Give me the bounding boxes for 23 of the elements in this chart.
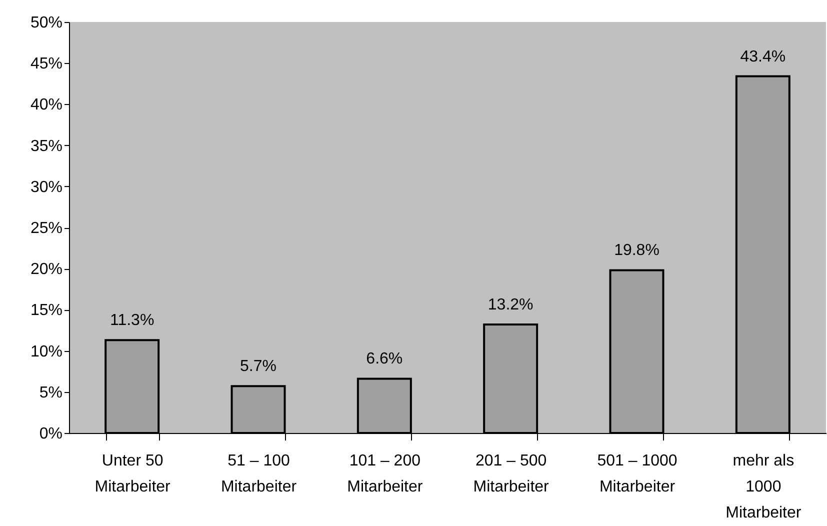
y-tick-label: 45%: [30, 56, 62, 73]
x-tick-label: 201 – 500 Mitarbeiter: [473, 452, 550, 496]
x-tick-label: 51 – 100 Mitarbeiter: [220, 452, 298, 496]
y-tick-label: 25%: [30, 220, 62, 237]
data-label: 6.6%: [366, 350, 403, 368]
y-tick-label: 15%: [30, 302, 62, 320]
y-tick-label: 10%: [30, 343, 62, 360]
x-tick-label: 501 – 1000 Mitarbeiter: [597, 452, 678, 496]
data-label: 19.8%: [614, 242, 660, 260]
y-tick-label: 20%: [30, 261, 62, 278]
data-label: 5.7%: [240, 358, 276, 376]
data-label: 11.3%: [110, 312, 154, 330]
x-tick-label: mehr als 1000 Mitarbeiter: [726, 452, 802, 522]
y-tick-label: 5%: [39, 384, 62, 402]
x-tick-label: 101 – 200 Mitarbeiter: [347, 452, 424, 496]
y-tick-label: 50%: [30, 14, 62, 32]
y-tick-label: 35%: [30, 138, 62, 155]
x-tick-label: Unter 50 Mitarbeiter: [94, 452, 172, 496]
y-tick-label: 40%: [30, 96, 62, 114]
data-label: 43.4%: [740, 48, 786, 66]
y-tick-label: 0%: [39, 426, 62, 442]
y-tick-label: 30%: [30, 178, 62, 196]
data-label: 13.2%: [488, 296, 534, 314]
